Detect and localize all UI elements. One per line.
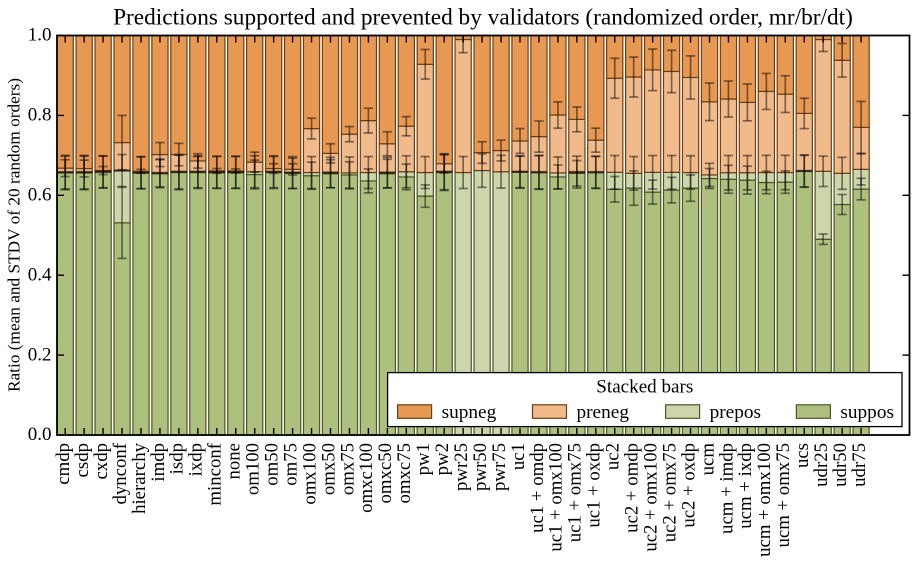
- svg-text:ucm + omx75: ucm + omx75: [773, 443, 794, 548]
- svg-text:ucm: ucm: [697, 443, 718, 476]
- svg-text:suppos: suppos: [840, 402, 894, 423]
- svg-text:uc1 + omx100: uc1 + omx100: [546, 443, 567, 552]
- svg-text:omx100: omx100: [299, 443, 320, 505]
- svg-text:pwr75: pwr75: [489, 443, 510, 491]
- svg-text:csdp: csdp: [72, 443, 93, 477]
- svg-text:Ratio (mean and STDV of 20 ran: Ratio (mean and STDV of 20 random orders…: [5, 78, 24, 392]
- svg-text:0.8: 0.8: [28, 105, 52, 126]
- svg-text:uc2 + omx100: uc2 + omx100: [640, 443, 661, 552]
- svg-text:omx50: omx50: [318, 443, 339, 495]
- svg-text:uc1 + oxdp: uc1 + oxdp: [584, 443, 605, 528]
- svg-text:uc2 + omx75: uc2 + omx75: [659, 443, 680, 542]
- svg-text:hierarchy: hierarchy: [129, 442, 150, 514]
- svg-text:pw1: pw1: [413, 443, 434, 475]
- svg-text:imdp: imdp: [148, 443, 169, 482]
- svg-text:ucm + imdp: ucm + imdp: [716, 443, 737, 534]
- svg-text:omx75: omx75: [337, 443, 358, 495]
- svg-text:uc1 + omdp: uc1 + omdp: [527, 443, 548, 533]
- svg-text:Predictions supported and prev: Predictions supported and prevented by v…: [113, 5, 853, 31]
- svg-text:0.6: 0.6: [28, 185, 52, 206]
- svg-text:uc2 + omdp: uc2 + omdp: [622, 443, 643, 533]
- svg-text:omxc50: omxc50: [375, 443, 396, 504]
- svg-text:cxdp: cxdp: [91, 443, 112, 480]
- svg-text:0.2: 0.2: [28, 344, 52, 365]
- svg-text:uc1 + omx75: uc1 + omx75: [565, 443, 586, 542]
- svg-text:minconf: minconf: [205, 442, 226, 505]
- svg-text:om100: om100: [243, 443, 264, 495]
- svg-text:0.4: 0.4: [28, 264, 52, 285]
- svg-text:cmdp: cmdp: [53, 443, 74, 485]
- svg-text:om50: om50: [261, 443, 282, 486]
- svg-text:prepos: prepos: [710, 402, 761, 423]
- svg-text:om75: om75: [280, 443, 301, 486]
- svg-text:preneg: preneg: [577, 402, 630, 423]
- svg-text:pwr50: pwr50: [470, 443, 491, 491]
- svg-text:omxc100: omxc100: [356, 443, 377, 513]
- svg-text:ixdp: ixdp: [186, 443, 207, 476]
- svg-text:uc1: uc1: [508, 443, 529, 470]
- svg-text:isdp: isdp: [167, 443, 188, 474]
- svg-text:Stacked bars: Stacked bars: [596, 377, 693, 398]
- svg-text:supneg: supneg: [442, 402, 497, 423]
- svg-text:none: none: [224, 443, 245, 480]
- svg-text:0.0: 0.0: [28, 424, 52, 445]
- svg-text:ucm + ixdp: ucm + ixdp: [735, 443, 756, 529]
- svg-text:uc2: uc2: [603, 443, 624, 470]
- svg-text:uc2 + oxdp: uc2 + oxdp: [678, 443, 699, 528]
- svg-text:omxc75: omxc75: [394, 443, 415, 504]
- svg-text:udr50: udr50: [830, 443, 851, 487]
- svg-text:udr75: udr75: [849, 443, 870, 487]
- svg-text:ucs: ucs: [792, 443, 813, 468]
- svg-text:ucm + omx100: ucm + omx100: [754, 443, 775, 557]
- svg-text:pw2: pw2: [432, 443, 453, 475]
- svg-text:1.0: 1.0: [28, 25, 52, 46]
- svg-text:udr25: udr25: [811, 443, 832, 487]
- svg-text:dynconf: dynconf: [110, 442, 131, 504]
- svg-text:pwr25: pwr25: [451, 443, 472, 491]
